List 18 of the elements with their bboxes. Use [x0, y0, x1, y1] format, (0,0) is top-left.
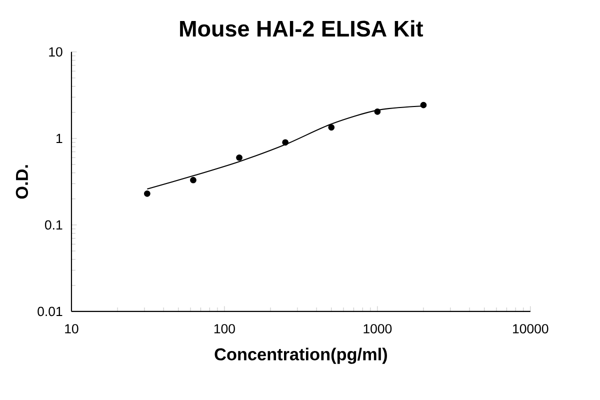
x-tick-label: 10000 [513, 324, 548, 334]
point [236, 154, 242, 161]
point [190, 176, 196, 184]
x-axis-title: Concentration(pg/ml) [214, 348, 387, 364]
y-tick-label: 0.1 [44, 220, 62, 230]
y-tick-label: 10 [49, 47, 62, 57]
point [144, 190, 150, 197]
x-tick-label: 100 [214, 324, 235, 334]
point [282, 139, 288, 146]
chart-title: Mouse HAI-2 ELISA Kit [180, 20, 424, 37]
point [420, 102, 427, 108]
y-tick-label: 0.01 [38, 306, 62, 316]
y-tick-label: 1 [56, 134, 62, 144]
y-axis-title: O.D. [16, 165, 28, 199]
x-tick-label: 1000 [364, 324, 392, 334]
point [374, 108, 381, 115]
x-tick-label: 10 [65, 324, 78, 334]
point [328, 124, 335, 131]
